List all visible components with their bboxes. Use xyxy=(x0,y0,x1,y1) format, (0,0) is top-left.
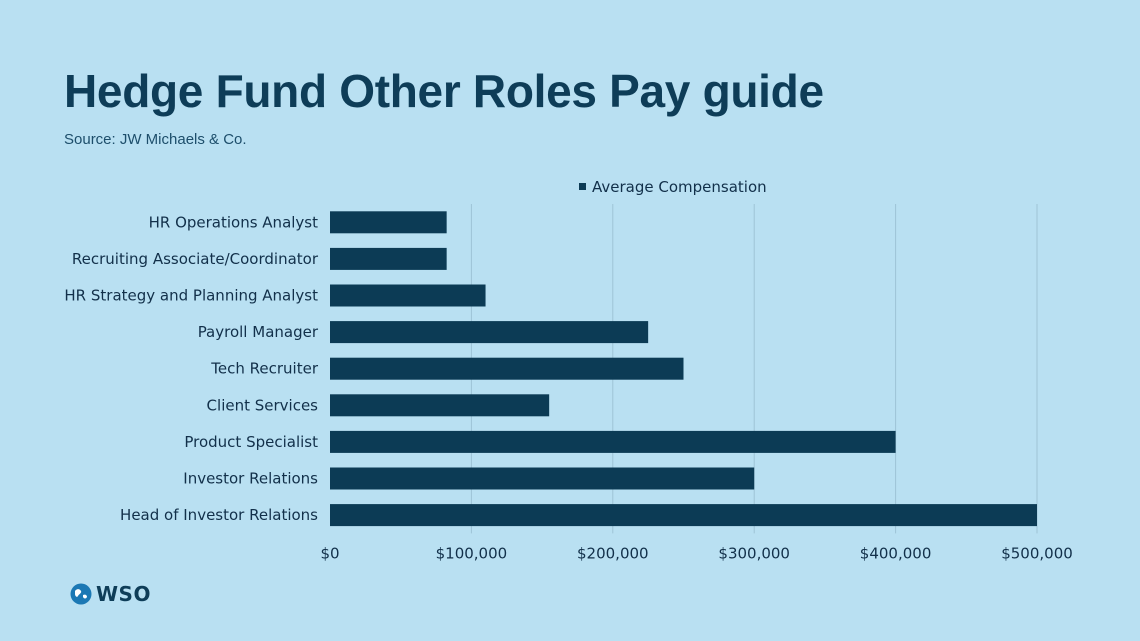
x-tick-label: $300,000 xyxy=(718,544,790,562)
logo-text: WSO xyxy=(96,582,151,606)
category-label: Tech Recruiter xyxy=(210,360,319,378)
bar xyxy=(330,247,447,270)
legend-label: Average Compensation xyxy=(592,178,767,196)
category-label: Product Specialist xyxy=(184,433,318,451)
chart-title: Hedge Fund Other Roles Pay guide xyxy=(64,65,824,117)
category-label: Investor Relations xyxy=(183,470,318,488)
bar xyxy=(330,211,447,234)
bar xyxy=(330,357,684,380)
category-label: Head of Investor Relations xyxy=(120,506,318,524)
category-label: HR Operations Analyst xyxy=(149,213,319,231)
bar xyxy=(330,284,486,307)
x-tick-label: $100,000 xyxy=(436,544,508,562)
x-tick-label: $200,000 xyxy=(577,544,649,562)
category-label: Payroll Manager xyxy=(198,323,319,341)
chart-source: Source: JW Michaels & Co. xyxy=(64,131,247,148)
category-label: HR Strategy and Planning Analyst xyxy=(64,287,318,305)
bar xyxy=(330,504,1037,527)
x-tick-label: $400,000 xyxy=(860,544,932,562)
x-tick-label: $500,000 xyxy=(1001,544,1073,562)
bar xyxy=(330,394,550,417)
brand-logo: WSO xyxy=(70,582,151,606)
globe-icon xyxy=(70,583,92,605)
bar xyxy=(330,430,896,453)
bar xyxy=(330,467,755,490)
bar xyxy=(330,321,649,344)
category-label: Client Services xyxy=(207,396,319,414)
legend-swatch xyxy=(579,183,586,190)
x-tick-label: $0 xyxy=(320,544,339,562)
category-label: Recruiting Associate/Coordinator xyxy=(72,250,319,268)
